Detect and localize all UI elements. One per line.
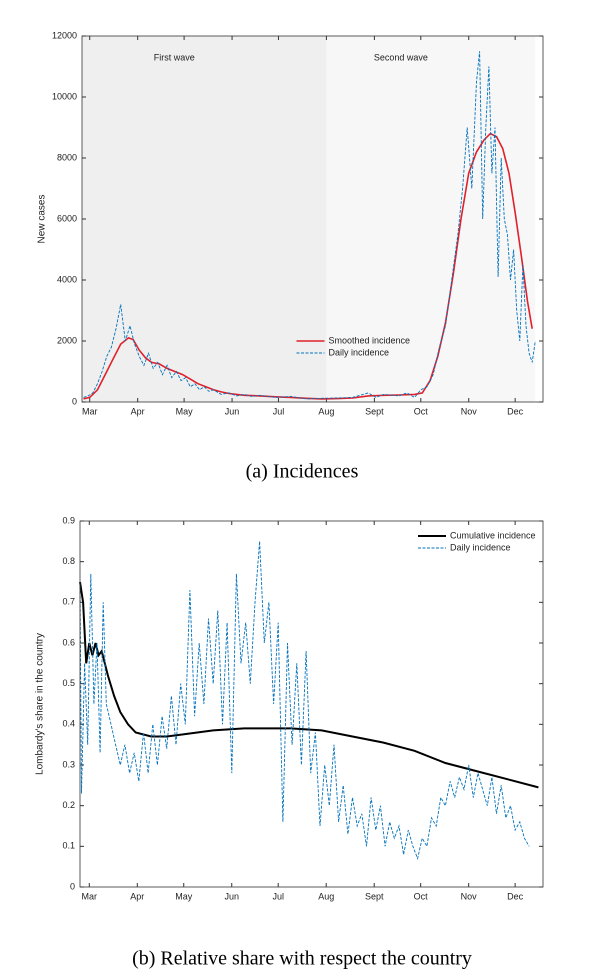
axes-box (79, 520, 544, 888)
y-tick-label: 0.7 (62, 597, 75, 607)
region-label: First wave (154, 52, 195, 62)
plot-area (80, 521, 543, 887)
legend-box (414, 527, 539, 557)
y-tick-label: 4000 (57, 274, 77, 284)
y-tick-label: 0.9 (62, 515, 75, 525)
region-label: Second wave (374, 52, 428, 62)
x-tick-label: Jun (225, 406, 240, 416)
y-tick-label: 6000 (57, 213, 77, 223)
x-tick-label: Oct (414, 406, 429, 416)
axes-box (81, 35, 544, 403)
x-tick-label: Nov (461, 891, 478, 901)
legend-label: Cumulative incidence (450, 530, 536, 540)
x-tick-label: Aug (318, 406, 334, 416)
y-tick-label: 0.3 (62, 759, 75, 769)
series-line (79, 541, 530, 861)
legend-label: Daily incidence (329, 347, 390, 357)
x-tick-label: Mar (82, 891, 98, 901)
y-axis-label: Lombardy's share in the country (35, 633, 46, 775)
x-tick-label: May (176, 406, 194, 416)
x-tick-label: Sept (365, 891, 384, 901)
y-tick-label: 0.8 (62, 556, 75, 566)
x-tick-label: Dec (507, 891, 524, 901)
x-tick-label: Jun (224, 891, 239, 901)
x-tick-label: Jul (273, 406, 285, 416)
x-tick-label: Apr (131, 406, 145, 416)
x-tick-label: Oct (414, 891, 429, 901)
y-tick-label: 0.1 (62, 841, 75, 851)
x-tick-label: Jul (272, 891, 284, 901)
y-tick-label: 0.6 (62, 637, 75, 647)
x-tick-label: May (175, 891, 193, 901)
y-tick-label: 0 (72, 396, 77, 406)
y-axis-label: New cases (37, 195, 48, 244)
y-tick-label: 10000 (52, 91, 77, 101)
x-tick-label: Dec (507, 406, 524, 416)
y-tick-label: 2000 (57, 335, 77, 345)
legend-label: Daily incidence (450, 542, 511, 552)
y-tick-label: 0 (70, 881, 75, 891)
caption: (b) Relative share with respect the coun… (132, 948, 472, 970)
legend-label: Smoothed incidence (329, 335, 411, 345)
series-line (83, 51, 536, 400)
y-tick-label: 0.4 (62, 719, 75, 729)
y-tick-label: 8000 (57, 152, 77, 162)
y-tick-label: 0.5 (62, 678, 75, 688)
region (326, 36, 536, 402)
region (82, 36, 327, 402)
y-tick-label: 0.2 (62, 800, 75, 810)
caption: (a) Incidences (246, 461, 359, 483)
x-tick-label: Apr (130, 891, 144, 901)
x-tick-label: Nov (461, 406, 478, 416)
x-tick-label: Aug (318, 891, 334, 901)
x-tick-label: Sept (365, 406, 384, 416)
series-line (83, 132, 533, 400)
x-tick-label: Mar (82, 406, 98, 416)
y-tick-label: 12000 (52, 30, 77, 40)
